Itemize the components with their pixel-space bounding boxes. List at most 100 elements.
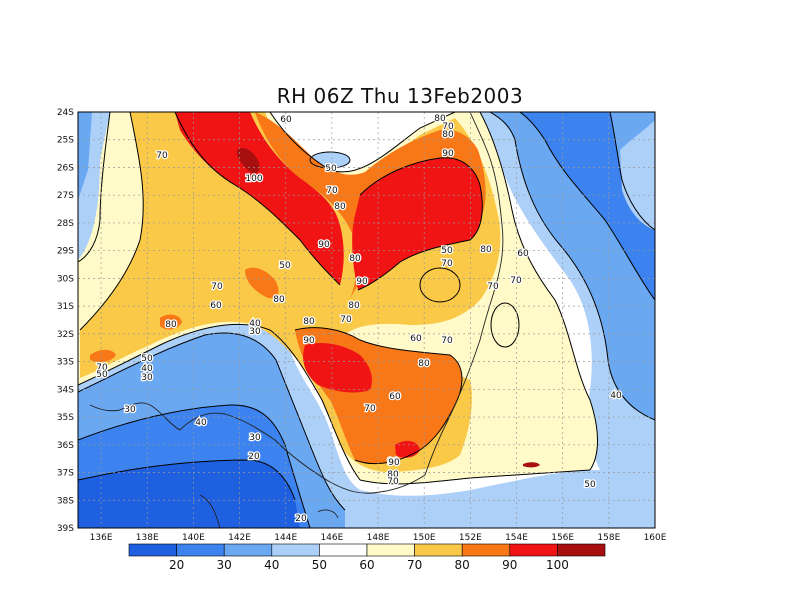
contour-label: 80 <box>434 114 446 124</box>
lon-tick-label: 146E <box>320 533 343 543</box>
lat-tick-label: 29S <box>57 247 74 257</box>
rh-region-max <box>236 148 260 174</box>
contour-label: 50 <box>141 354 153 364</box>
contour-label: 70 <box>387 477 399 487</box>
contour-label: 70 <box>326 186 338 196</box>
lat-tick-label: 33S <box>57 358 74 368</box>
colorbar-swatch <box>223 543 273 557</box>
colorbar-label: 90 <box>502 558 517 572</box>
contour-label: 70 <box>156 151 168 161</box>
lon-tick-label: 160E <box>644 533 667 543</box>
longitude-axis: 136E 138E 140E 142E 144E 146E 148E 150E 152E 154E… <box>90 533 667 543</box>
rh-region-90-100 <box>90 349 116 363</box>
contour-label: 90 <box>388 458 400 468</box>
plot-frame <box>77 111 656 529</box>
contour-label: 80 <box>348 301 360 311</box>
rh-region-90-100 <box>150 112 486 300</box>
colorbar-label: 80 <box>455 558 470 572</box>
contour-label: 70 <box>96 363 108 373</box>
contour-label: 40 <box>141 364 153 374</box>
lat-tick-label: 37S <box>57 469 74 479</box>
contour-label: 90 <box>318 240 330 250</box>
contour-label: 90 <box>356 277 368 287</box>
rh-region-100-plus <box>352 157 483 290</box>
rh-region-max <box>523 462 540 468</box>
colorbar-swatch <box>414 543 463 557</box>
contour-label: 30 <box>249 327 261 337</box>
colorbar-label: 100 <box>546 558 569 572</box>
contour-label: 70 <box>441 336 453 346</box>
lon-tick-label: 148E <box>367 533 390 543</box>
contour-label: 60 <box>210 301 222 311</box>
rh-region-below-20 <box>78 460 300 528</box>
contour-label: 70 <box>442 122 454 132</box>
contour-label: 70 <box>340 315 352 325</box>
contour-label: 90 <box>442 149 454 159</box>
colorbar-label: 40 <box>264 558 279 572</box>
colorbar-label: 50 <box>312 558 327 572</box>
colorbar-label: 70 <box>407 558 422 572</box>
rh-region-40-50 <box>620 120 655 230</box>
colorbar-swatch <box>128 543 177 557</box>
lat-tick-label: 38S <box>57 496 74 506</box>
contour-label: 50 <box>279 261 291 271</box>
contour-label: 80 <box>442 130 454 140</box>
lon-tick-label: 136E <box>90 533 113 543</box>
contour-label: 30 <box>124 405 136 415</box>
rh-region-100-plus <box>303 343 372 393</box>
contour-label: 50 <box>441 246 453 256</box>
contour-label: 20 <box>295 514 307 524</box>
lat-tick-label: 36S <box>57 441 74 451</box>
colorbar-swatch <box>509 543 558 557</box>
lat-tick-label: 39S <box>57 524 74 534</box>
colorbar-swatch <box>557 543 606 557</box>
contour-label: 20 <box>248 452 260 462</box>
colorbar-swatch <box>461 543 511 557</box>
colorbar-swatch <box>271 543 320 557</box>
lat-tick-label: 31S <box>57 302 74 312</box>
lat-tick-label: 35S <box>57 413 74 423</box>
lat-tick-label: 32S <box>57 330 74 340</box>
contour-label: 70 <box>211 282 223 292</box>
contour-label: 40 <box>610 391 622 401</box>
contour-label: 80 <box>480 245 492 255</box>
contour-label: 60 <box>410 334 422 344</box>
contour-label: 80 <box>349 254 361 264</box>
colorbar-label: 20 <box>169 558 184 572</box>
contour-label: 80 <box>165 320 177 330</box>
lon-tick-label: 140E <box>182 533 205 543</box>
lon-tick-label: 150E <box>413 533 436 543</box>
contour-label: 50 <box>96 370 108 380</box>
contour-label: 70 <box>441 259 453 269</box>
rh-region-90-100 <box>160 314 182 330</box>
rh-region-30-40 <box>78 112 92 200</box>
grid-lines <box>78 112 655 528</box>
lat-tick-label: 25S <box>57 136 74 146</box>
contour-label: 60 <box>389 392 401 402</box>
contour-label: 80 <box>334 202 346 212</box>
lat-tick-label: 30S <box>57 274 74 284</box>
contour-label: 50 <box>325 164 337 174</box>
contour-label: 60 <box>280 115 292 125</box>
lat-tick-label: 34S <box>57 385 74 395</box>
lon-tick-label: 152E <box>459 533 482 543</box>
contour-label: 70 <box>364 404 376 414</box>
coastline <box>89 112 504 528</box>
contour-label: 50 <box>584 480 596 490</box>
lat-tick-label: 26S <box>57 163 74 173</box>
contour-label: 80 <box>418 359 430 369</box>
map-title: RH 06Z Thu 13Feb2003 <box>276 84 524 108</box>
colorbar-label: 60 <box>359 558 374 572</box>
lon-tick-label: 154E <box>505 533 528 543</box>
contour-label: 70 <box>510 276 522 286</box>
colorbar-swatch <box>366 543 415 557</box>
contour-label: 70 <box>487 282 499 292</box>
contour-lines <box>78 112 655 528</box>
contour-label: 80 <box>387 470 399 480</box>
colorbar-swatch <box>176 543 225 557</box>
contour-label: 90 <box>303 336 315 346</box>
lat-tick-label: 24S <box>57 108 74 118</box>
contour-label: 40 <box>249 319 261 329</box>
